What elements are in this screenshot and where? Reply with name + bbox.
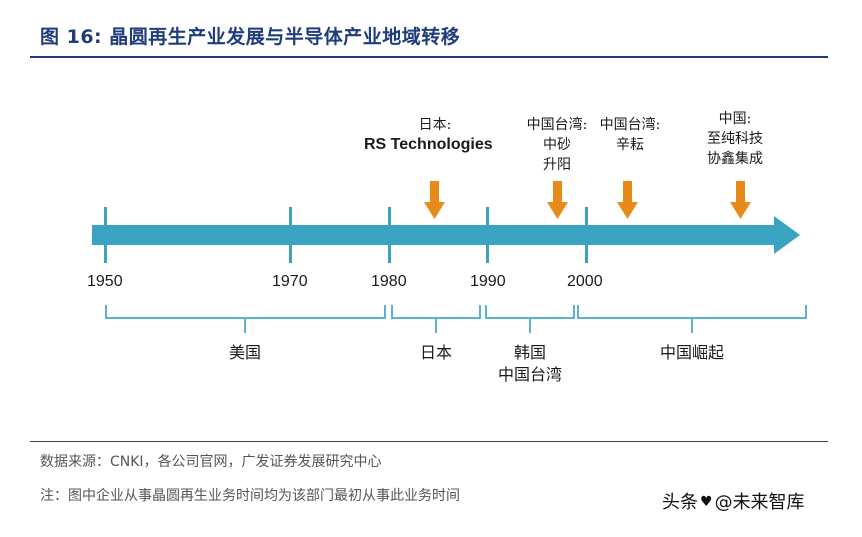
year-label-1950: 1950 bbox=[87, 273, 123, 290]
chat-bubble-icon: ♥ bbox=[700, 494, 713, 510]
tick-1950 bbox=[104, 207, 107, 263]
year-label-1970: 1970 bbox=[272, 273, 308, 290]
company-scientech-name-1: 辛耘 bbox=[616, 137, 644, 153]
source-note: 数据来源：CNKI，各公司官网，广发证券发展研究中心 bbox=[40, 454, 382, 470]
era-label-china: 中国崛起 bbox=[659, 343, 724, 362]
bracket-japan bbox=[391, 305, 481, 333]
year-label-1990: 1990 bbox=[470, 273, 506, 290]
tick-1990 bbox=[486, 207, 489, 263]
company-rs-region: 日本: bbox=[418, 117, 452, 133]
company-china: 中国: 至纯科技 协鑫集成 bbox=[690, 109, 780, 169]
bracket-usa bbox=[105, 305, 386, 333]
era-label-korea: 韩国 bbox=[513, 343, 546, 362]
bracket-china bbox=[577, 305, 807, 333]
tick-1980 bbox=[388, 207, 391, 263]
era-label-korea-taiwan: 韩国 中国台湾 bbox=[480, 342, 580, 386]
company-china-name-2: 协鑫集成 bbox=[707, 151, 763, 167]
era-label-usa: 美国 bbox=[228, 343, 261, 362]
year-label-1980: 1980 bbox=[371, 273, 407, 290]
figure-title: 图 16: 晶圆再生产业发展与半导体产业地域转移 bbox=[40, 26, 461, 48]
company-sinoamerican: 中国台湾: 中砂 升阳 bbox=[512, 115, 602, 175]
company-scientech: 中国台湾: 辛耘 bbox=[590, 115, 670, 155]
tick-1970 bbox=[289, 207, 292, 263]
year-label-2000: 2000 bbox=[567, 273, 603, 290]
company-sinoamerican-name-1: 中砂 bbox=[543, 137, 571, 153]
arrow-marker-pnc bbox=[730, 181, 751, 219]
arrow-marker-scientech bbox=[617, 181, 638, 219]
footnote: 注：图中企业从事晶圆再生业务时间均为该部门最初从事此业务时间 bbox=[40, 488, 460, 504]
era-label-taiwan: 中国台湾 bbox=[497, 365, 562, 384]
timeline-arrowhead bbox=[774, 216, 800, 254]
company-sinoamerican-region: 中国台湾: bbox=[526, 117, 588, 133]
company-china-region: 中国: bbox=[718, 111, 752, 127]
company-sinoamerican-name-2: 升阳 bbox=[543, 157, 571, 173]
arrow-marker-rs bbox=[424, 181, 445, 219]
company-china-name-1: 至纯科技 bbox=[707, 131, 763, 147]
title-divider bbox=[30, 56, 828, 58]
tick-2000 bbox=[585, 207, 588, 263]
company-scientech-region: 中国台湾: bbox=[599, 117, 661, 133]
watermark-handle: @未来智库 bbox=[714, 492, 805, 513]
timeline-bar bbox=[92, 225, 774, 245]
arrow-marker-sinoamerican bbox=[547, 181, 568, 219]
watermark-prefix: 头条 bbox=[662, 492, 698, 513]
era-label-japan: 日本 bbox=[419, 343, 452, 362]
watermark: 头条 ♥ @未来智库 bbox=[662, 488, 805, 514]
bracket-korea-taiwan bbox=[485, 305, 575, 333]
company-rs-name: RS Technologies bbox=[364, 136, 493, 153]
footer-divider bbox=[30, 441, 828, 442]
